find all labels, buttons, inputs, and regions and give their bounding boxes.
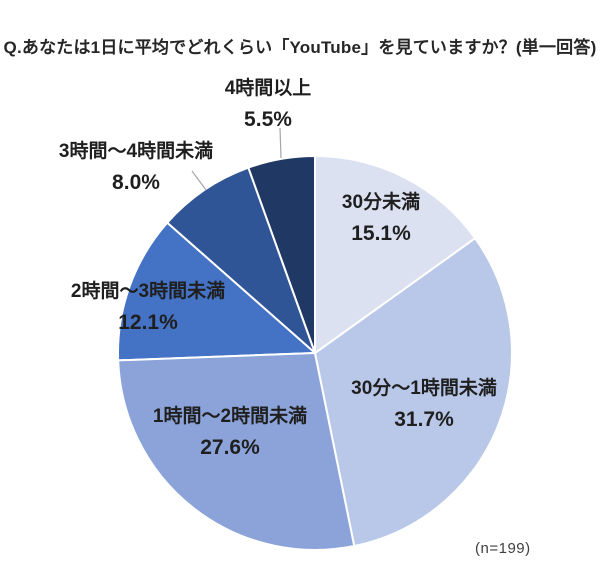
slice-percent: 15.1% bbox=[351, 222, 411, 245]
slice-percent: 27.6% bbox=[200, 436, 260, 459]
leader-line-over-4h bbox=[279, 127, 282, 159]
leader-line-3h-to-4h bbox=[191, 170, 207, 191]
sample-size: (n=199) bbox=[475, 540, 531, 557]
slice-name: 2時間〜3時間未満 bbox=[70, 281, 226, 302]
slice-name: 30分未満 bbox=[341, 192, 421, 213]
pie-slice-3h-to-4h bbox=[166, 166, 316, 354]
slice-label-30min-to-1h: 30分〜1時間未満 31.7% bbox=[351, 374, 497, 435]
slice-label-2h-to-3h: 2時間〜3時間未満 12.1% bbox=[71, 277, 225, 338]
slice-name: 1時間〜2時間未満 bbox=[152, 406, 308, 427]
slice-name: 4時間以上 bbox=[224, 78, 312, 99]
slice-name: 30分〜1時間未満 bbox=[351, 378, 497, 399]
slice-label-over-4h: 4時間以上 5.5% bbox=[225, 74, 312, 135]
pie-slice-1h-to-2h bbox=[117, 352, 356, 551]
slice-percent: 12.1% bbox=[118, 311, 178, 334]
pie-slice-30min-to-1h bbox=[314, 237, 513, 548]
slice-name: 3時間〜4時間未満 bbox=[58, 141, 214, 162]
slice-label-1h-to-2h: 1時間〜2時間未満 27.6% bbox=[153, 402, 307, 463]
slice-label-under-30min: 30分未満 15.1% bbox=[342, 188, 420, 249]
slice-percent: 8.0% bbox=[112, 171, 160, 194]
slice-label-3h-to-4h: 3時間〜4時間未満 8.0% bbox=[59, 137, 213, 198]
slice-percent: 5.5% bbox=[244, 108, 292, 131]
pie-slice-under-30min bbox=[314, 155, 477, 354]
slice-percent: 31.7% bbox=[394, 408, 454, 431]
chart-title: Q.あなたは1日に平均でどれくらい「YouTube」を見ていますか？(単一回答) bbox=[3, 38, 597, 57]
pie-slice-2h-to-3h bbox=[117, 221, 316, 362]
